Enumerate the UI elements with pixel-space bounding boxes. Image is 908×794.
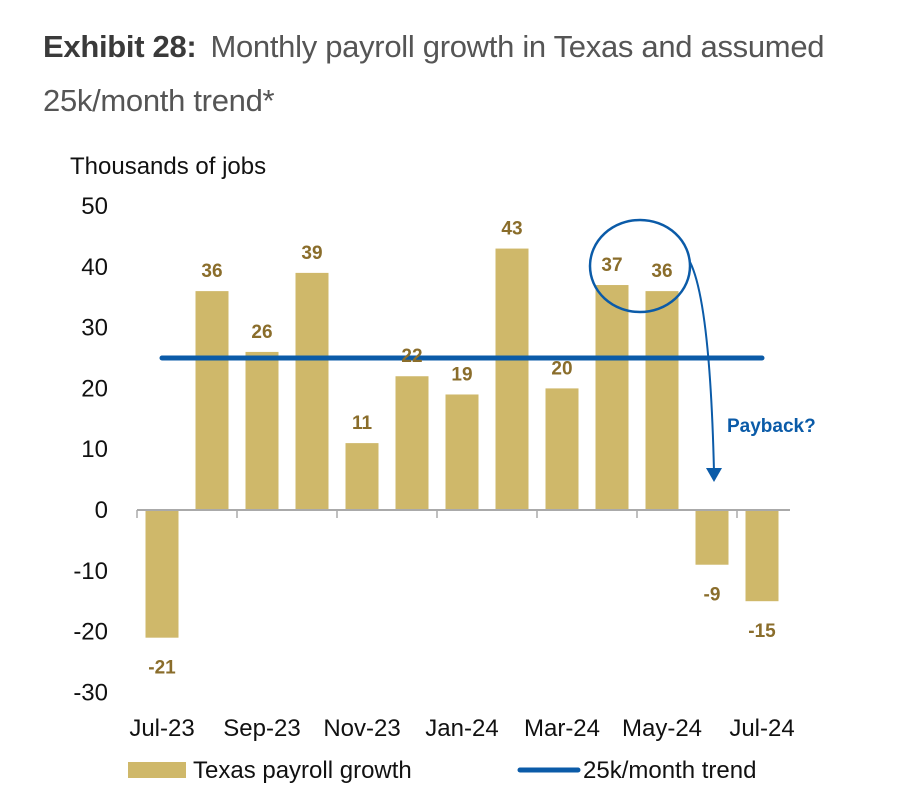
data-label: 36	[651, 261, 672, 282]
y-axis: 50 40 30 20 10 0 -10 -20 -30	[73, 193, 108, 706]
chart-title-text: Monthly payroll growth in Texas and assu…	[43, 29, 825, 118]
bar-jan-24	[445, 394, 479, 510]
legend-bar-swatch	[128, 762, 186, 778]
bar-jun-24	[695, 510, 729, 565]
y-tick-label: -20	[73, 619, 108, 646]
y-tick-label: 20	[81, 375, 108, 402]
x-tick-labels: Jul-23 Sep-23 Nov-23 Jan-24 Mar-24 May-24 Jul-…	[129, 715, 794, 742]
bar-aug-23	[195, 291, 229, 510]
legend-label-trend: 25k/month trend	[583, 757, 756, 784]
bar-jul-24	[745, 510, 779, 602]
x-tick-label: Jul-24	[729, 715, 794, 742]
data-label: 19	[451, 364, 472, 385]
bar-nov-23	[345, 443, 379, 510]
y-tick-label: 0	[95, 497, 108, 524]
legend-label-bars: Texas payroll growth	[193, 757, 412, 784]
x-tick-label: Jul-23	[129, 715, 194, 742]
data-labels: -21 36 26 39 11 22 19 43 20 37 36 -9 -15	[148, 219, 776, 679]
x-tick-label: Sep-23	[223, 715, 300, 742]
highlight-circle	[588, 218, 692, 314]
exhibit-number: Exhibit 28:	[43, 29, 197, 64]
bar-mar-24	[545, 388, 579, 510]
bar-oct-23	[295, 272, 329, 510]
x-tick-label: May-24	[622, 715, 702, 742]
bar-apr-24	[595, 285, 629, 510]
y-axis-label: Thousands of jobs	[70, 153, 266, 180]
bar-may-24	[645, 291, 679, 510]
arrowhead-icon	[706, 468, 722, 482]
data-label: -21	[148, 658, 176, 679]
bar-dec-23	[395, 376, 429, 510]
y-tick-label: 30	[81, 315, 108, 342]
data-label: -9	[704, 585, 721, 606]
x-tick-label: Nov-23	[323, 715, 400, 742]
chart-title: Exhibit 28: Monthly payroll growth in Tex…	[43, 20, 843, 128]
data-label: 20	[551, 358, 572, 379]
y-tick-label: -30	[73, 679, 108, 706]
y-tick-label: 50	[81, 193, 108, 220]
bars	[145, 248, 779, 638]
x-tick-label: Mar-24	[524, 715, 600, 742]
bar-jul-23	[145, 510, 179, 638]
legend: Texas payroll growth 25k/month trend	[128, 757, 756, 784]
x-tick-label: Jan-24	[425, 715, 498, 742]
y-tick-label: 10	[81, 436, 108, 463]
data-label: 11	[352, 413, 373, 434]
payback-arrow	[689, 261, 715, 473]
data-label: 26	[251, 322, 272, 343]
data-label: -15	[748, 621, 776, 642]
y-tick-label: -10	[73, 558, 108, 585]
bar-feb-24	[495, 248, 529, 510]
data-label: 39	[301, 243, 322, 264]
y-tick-label: 40	[81, 254, 108, 281]
bar-sep-23	[245, 351, 279, 510]
annotations: Payback?	[588, 218, 816, 482]
data-label: 37	[601, 255, 622, 276]
data-label: 22	[401, 346, 422, 367]
x-axis	[136, 509, 790, 518]
data-label: 43	[501, 219, 522, 240]
data-label: 36	[201, 261, 222, 282]
payback-annotation: Payback?	[727, 416, 816, 437]
